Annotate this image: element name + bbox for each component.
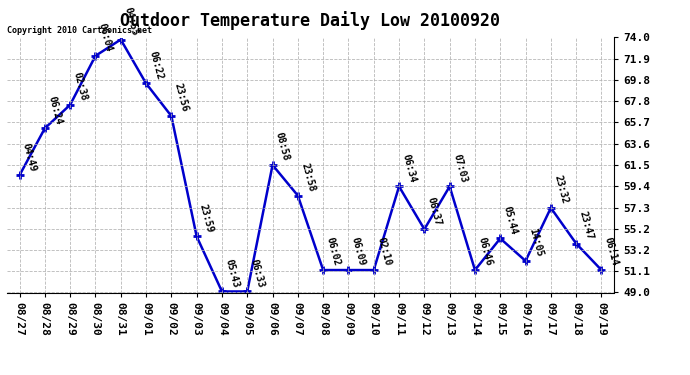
Text: 06:33: 06:33 — [248, 258, 266, 289]
Text: 06:34: 06:34 — [400, 153, 417, 184]
Text: 06:22: 06:22 — [148, 50, 165, 81]
Text: 06:04: 06:04 — [97, 22, 114, 53]
Text: 04:49: 04:49 — [21, 141, 38, 172]
Text: 06:02: 06:02 — [324, 236, 342, 267]
Text: 06:14: 06:14 — [603, 236, 620, 267]
Text: 04:55: 04:55 — [122, 6, 139, 37]
Text: 23:32: 23:32 — [552, 174, 569, 205]
Text: 14:05: 14:05 — [527, 227, 544, 258]
Text: 02:38: 02:38 — [72, 71, 89, 102]
Text: 23:59: 23:59 — [198, 202, 215, 234]
Text: 06:09: 06:09 — [350, 236, 367, 267]
Text: 02:10: 02:10 — [375, 236, 393, 267]
Text: 08:58: 08:58 — [274, 131, 291, 162]
Text: 23:47: 23:47 — [578, 210, 595, 241]
Text: Copyright 2010 Cartronics.net: Copyright 2010 Cartronics.net — [7, 26, 152, 35]
Text: 07:03: 07:03 — [451, 153, 469, 184]
Text: 06:24: 06:24 — [46, 94, 63, 126]
Text: 06:37: 06:37 — [426, 195, 443, 226]
Text: 05:43: 05:43 — [224, 258, 241, 289]
Text: 06:46: 06:46 — [476, 236, 493, 267]
Text: 23:58: 23:58 — [299, 162, 317, 193]
Text: Outdoor Temperature Daily Low 20100920: Outdoor Temperature Daily Low 20100920 — [121, 11, 500, 30]
Text: 05:44: 05:44 — [502, 205, 519, 236]
Text: 23:56: 23:56 — [172, 82, 190, 113]
